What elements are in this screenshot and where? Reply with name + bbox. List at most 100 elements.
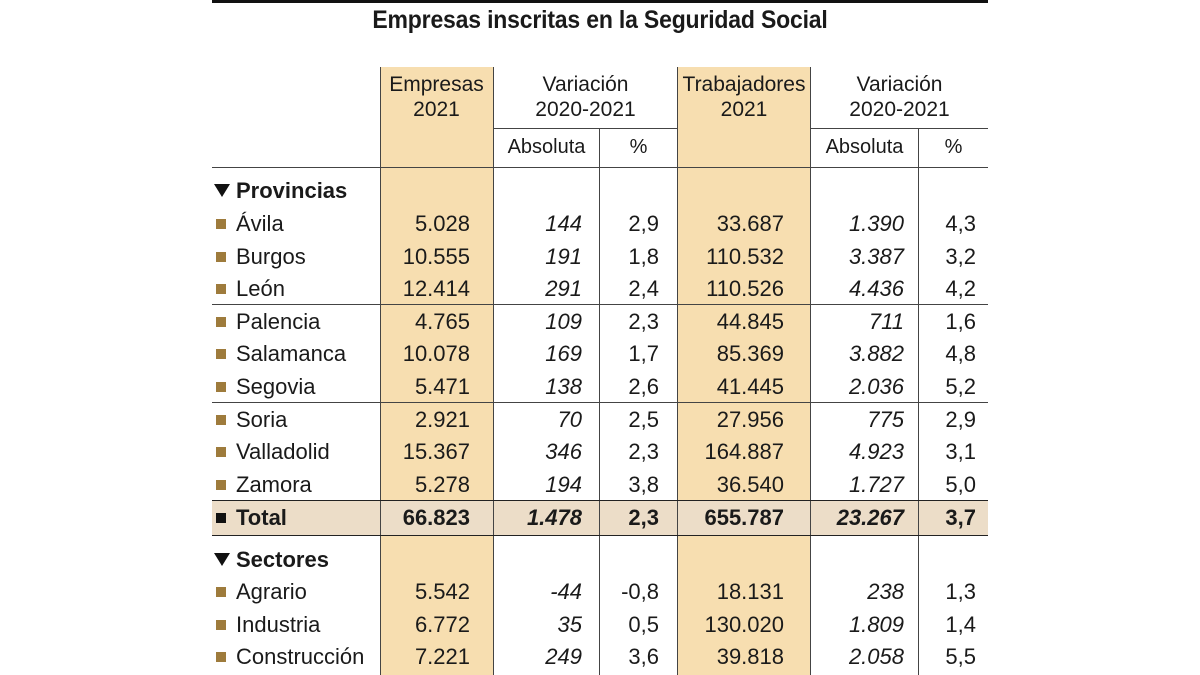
table-row: Zamora 5.278 194 3,8 36.540 1.727 5,0 bbox=[212, 469, 988, 501]
cell-pct1: 2,9 bbox=[628, 211, 659, 236]
cell-empresas: 6.772 bbox=[414, 611, 470, 637]
row-label: Zamora bbox=[216, 469, 312, 501]
table-row: Burgos 10.555 191 1,8 110.532 3.387 3,2 bbox=[212, 241, 988, 273]
section-provincias-label: Provincias bbox=[236, 178, 348, 203]
cell-pct2: 3,1 bbox=[945, 439, 976, 465]
cell-abs1: 346 bbox=[545, 439, 582, 465]
row-name: Palencia bbox=[236, 308, 321, 334]
total-label: Total bbox=[236, 505, 287, 530]
subheader-absoluta-1: Absoluta bbox=[507, 136, 586, 158]
cell-pct1: 1,7 bbox=[628, 341, 659, 367]
table-row: Salamanca 10.078 169 1,7 85.369 3.882 4,8 bbox=[212, 338, 988, 370]
cell-trabajadores: 44.845 bbox=[716, 308, 784, 334]
cell-empresas: 5.542 bbox=[414, 579, 470, 604]
cell-empresas: 4.765 bbox=[414, 308, 470, 334]
cell-pct2: 5,0 bbox=[945, 471, 976, 497]
cell-empresas: 7.221 bbox=[414, 644, 470, 670]
cell-pct1: 2,6 bbox=[628, 374, 659, 399]
total-pct2: 3,7 bbox=[945, 505, 976, 530]
triangle-down-icon bbox=[214, 553, 230, 566]
cell-trabajadores: 27.956 bbox=[716, 406, 784, 432]
group-rule-2 bbox=[212, 402, 988, 403]
vrule-trabajadores-right bbox=[810, 67, 811, 675]
cell-abs2: 1.727 bbox=[848, 471, 904, 497]
square-bullet-icon bbox=[216, 414, 226, 425]
row-name: Agrario bbox=[236, 579, 307, 604]
square-bullet-icon bbox=[216, 284, 226, 295]
section-sectores-label: Sectores bbox=[236, 547, 329, 572]
row-name: Salamanca bbox=[236, 341, 347, 367]
header-variacion-trabajadores: Variación 2020-2021 bbox=[811, 72, 988, 122]
table-row: Agrario 5.542 -44 -0,8 18.131 238 1,3 bbox=[212, 576, 988, 608]
row-name: Industria bbox=[236, 611, 321, 637]
cell-empresas: 5.471 bbox=[414, 374, 470, 399]
cell-abs1: 70 bbox=[557, 406, 582, 432]
cell-trabajadores: 33.687 bbox=[716, 211, 784, 236]
subheader-rule-2 bbox=[811, 128, 988, 129]
row-name: Ávila bbox=[236, 211, 284, 236]
cell-abs2: 4.923 bbox=[848, 439, 904, 465]
total-top-rule bbox=[212, 500, 988, 501]
total-row: Total 66.823 1.478 2,3 655.787 23.267 3,… bbox=[212, 502, 988, 534]
row-name: Zamora bbox=[236, 471, 312, 497]
table-row: Construcción 7.221 249 3,6 39.818 2.058 5,5 bbox=[212, 641, 988, 673]
cell-trabajadores: 110.532 bbox=[706, 243, 784, 269]
header-bottom-rule bbox=[212, 167, 988, 168]
table-row: Segovia 5.471 138 2,6 41.445 2.036 5,2 bbox=[212, 371, 988, 403]
trabajadores-column-bg bbox=[678, 67, 810, 675]
cell-abs2: 2.058 bbox=[848, 644, 904, 670]
square-bullet-icon bbox=[216, 513, 226, 523]
header-trabajadores-line2: 2021 bbox=[720, 98, 768, 121]
cell-empresas: 5.028 bbox=[414, 211, 470, 236]
cell-trabajadores: 36.540 bbox=[716, 471, 784, 497]
header-empresas-line2: 2021 bbox=[413, 98, 460, 121]
cell-pct2: 1,3 bbox=[945, 579, 976, 604]
cell-pct2: 4,3 bbox=[945, 211, 976, 236]
section-provincias: Provincias bbox=[214, 178, 347, 204]
cell-abs1: 169 bbox=[545, 341, 582, 367]
row-label: Total bbox=[216, 502, 287, 534]
row-name: Segovia bbox=[236, 374, 316, 399]
total-abs2: 23.267 bbox=[836, 505, 904, 530]
cell-pct1: 2,3 bbox=[628, 439, 659, 465]
row-label: Segovia bbox=[216, 371, 316, 403]
cell-abs2: 775 bbox=[867, 406, 904, 432]
square-bullet-icon bbox=[216, 219, 226, 229]
table-row: Industria 6.772 35 0,5 130.020 1.809 1,4 bbox=[212, 609, 988, 641]
total-empresas: 66.823 bbox=[402, 505, 470, 530]
vrule-empresas-left bbox=[380, 67, 381, 675]
top-rule bbox=[212, 0, 988, 3]
cell-pct2: 3,2 bbox=[945, 243, 976, 269]
section-sectores: Sectores bbox=[214, 547, 329, 573]
row-name: León bbox=[236, 276, 285, 302]
total-abs1: 1.478 bbox=[526, 505, 582, 530]
cell-abs1: 35 bbox=[557, 611, 582, 637]
cell-pct2: 1,4 bbox=[945, 611, 976, 637]
cell-empresas: 10.555 bbox=[402, 243, 470, 269]
cell-trabajadores: 41.445 bbox=[716, 374, 784, 399]
row-label: Agrario bbox=[216, 576, 307, 608]
group-rule-1 bbox=[212, 304, 988, 305]
vrule-variacion2-mid bbox=[918, 128, 919, 675]
cell-abs2: 711 bbox=[868, 308, 904, 334]
cell-trabajadores: 110.526 bbox=[706, 276, 784, 302]
header-variacion2-line1: Variación bbox=[856, 73, 943, 96]
cell-pct2: 1,6 bbox=[945, 308, 976, 334]
square-bullet-icon bbox=[216, 619, 226, 630]
table-row: León 12.414 291 2,4 110.526 4.436 4,2 bbox=[212, 273, 988, 305]
cell-abs1: 249 bbox=[545, 644, 582, 670]
cell-pct1: 2,4 bbox=[628, 276, 659, 302]
cell-abs2: 1.390 bbox=[848, 211, 904, 236]
header-trabajadores-line1: Trabajadores bbox=[682, 73, 806, 96]
cell-pct2: 4,8 bbox=[945, 341, 976, 367]
vrule-trabajadores-left bbox=[677, 67, 678, 675]
cell-pct1: 2,5 bbox=[628, 406, 659, 432]
row-label: Industria bbox=[216, 609, 320, 641]
subheader-rule-1 bbox=[494, 128, 678, 129]
cell-abs1: 144 bbox=[545, 211, 582, 236]
square-bullet-icon bbox=[216, 251, 226, 262]
cell-abs1: 291 bbox=[545, 276, 582, 302]
square-bullet-icon bbox=[216, 316, 226, 327]
cell-pct1: 2,3 bbox=[628, 308, 659, 334]
table-row: Ávila 5.028 144 2,9 33.687 1.390 4,3 bbox=[212, 208, 988, 240]
